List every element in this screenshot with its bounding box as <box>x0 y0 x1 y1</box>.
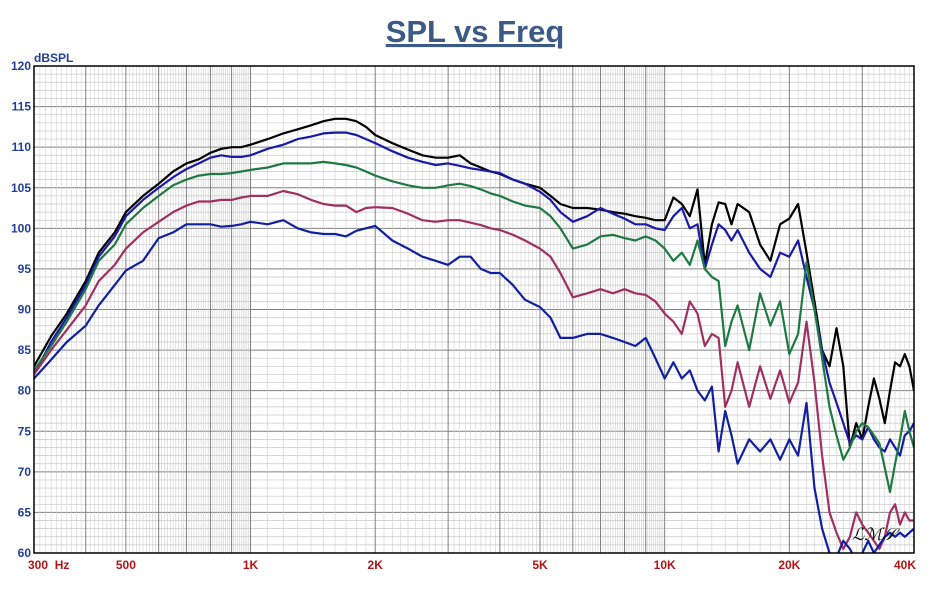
x-tick-labels: 300 Hz 500 1K 2K 5K 10K 20K 40K <box>28 558 916 572</box>
series-line-1 <box>34 117 914 449</box>
x-tick-label: 1K <box>243 558 259 572</box>
chart-title: SPL vs Freq <box>386 14 565 49</box>
y-tick-label: 80 <box>18 384 32 398</box>
x-tick-label: 2K <box>368 558 384 572</box>
plot-frame <box>33 65 915 554</box>
y-tick-label: 75 <box>18 424 32 438</box>
y-tick-label: 110 <box>12 140 32 154</box>
lms-logo: ℒℳ𝒮 <box>852 525 900 545</box>
y-tick-label: 90 <box>18 303 32 317</box>
series-line-3 <box>34 160 914 494</box>
y-tick-label: 105 <box>11 181 31 195</box>
y-tick-label: 120 <box>11 59 31 73</box>
y-tick-label: 100 <box>11 221 31 235</box>
x-tick-label: 10K <box>654 558 676 572</box>
y-tick-label: 95 <box>18 262 32 276</box>
y-tick-label: 115 <box>12 100 32 114</box>
y-tick-label: 65 <box>18 505 32 519</box>
x-tick-label: 300 Hz <box>28 558 69 572</box>
x-tick-label: 5K <box>532 558 548 572</box>
x-tick-label: 20K <box>778 558 800 572</box>
y-tick-label: 85 <box>18 343 32 357</box>
series-line-4 <box>34 189 914 551</box>
series-layer <box>34 117 914 553</box>
y-axis-unit-label: dBSPL <box>34 51 73 65</box>
series-line-2 <box>34 131 914 457</box>
series-line-5 <box>34 219 914 553</box>
x-tick-label: 40K <box>894 558 916 572</box>
y-tick-label: 60 <box>18 546 32 560</box>
y-tick-labels: 120 115 110 105 100 95 90 85 80 75 70 65 60 <box>11 59 31 560</box>
y-tick-label: 70 <box>18 465 32 479</box>
x-tick-label: 500 <box>116 558 136 572</box>
